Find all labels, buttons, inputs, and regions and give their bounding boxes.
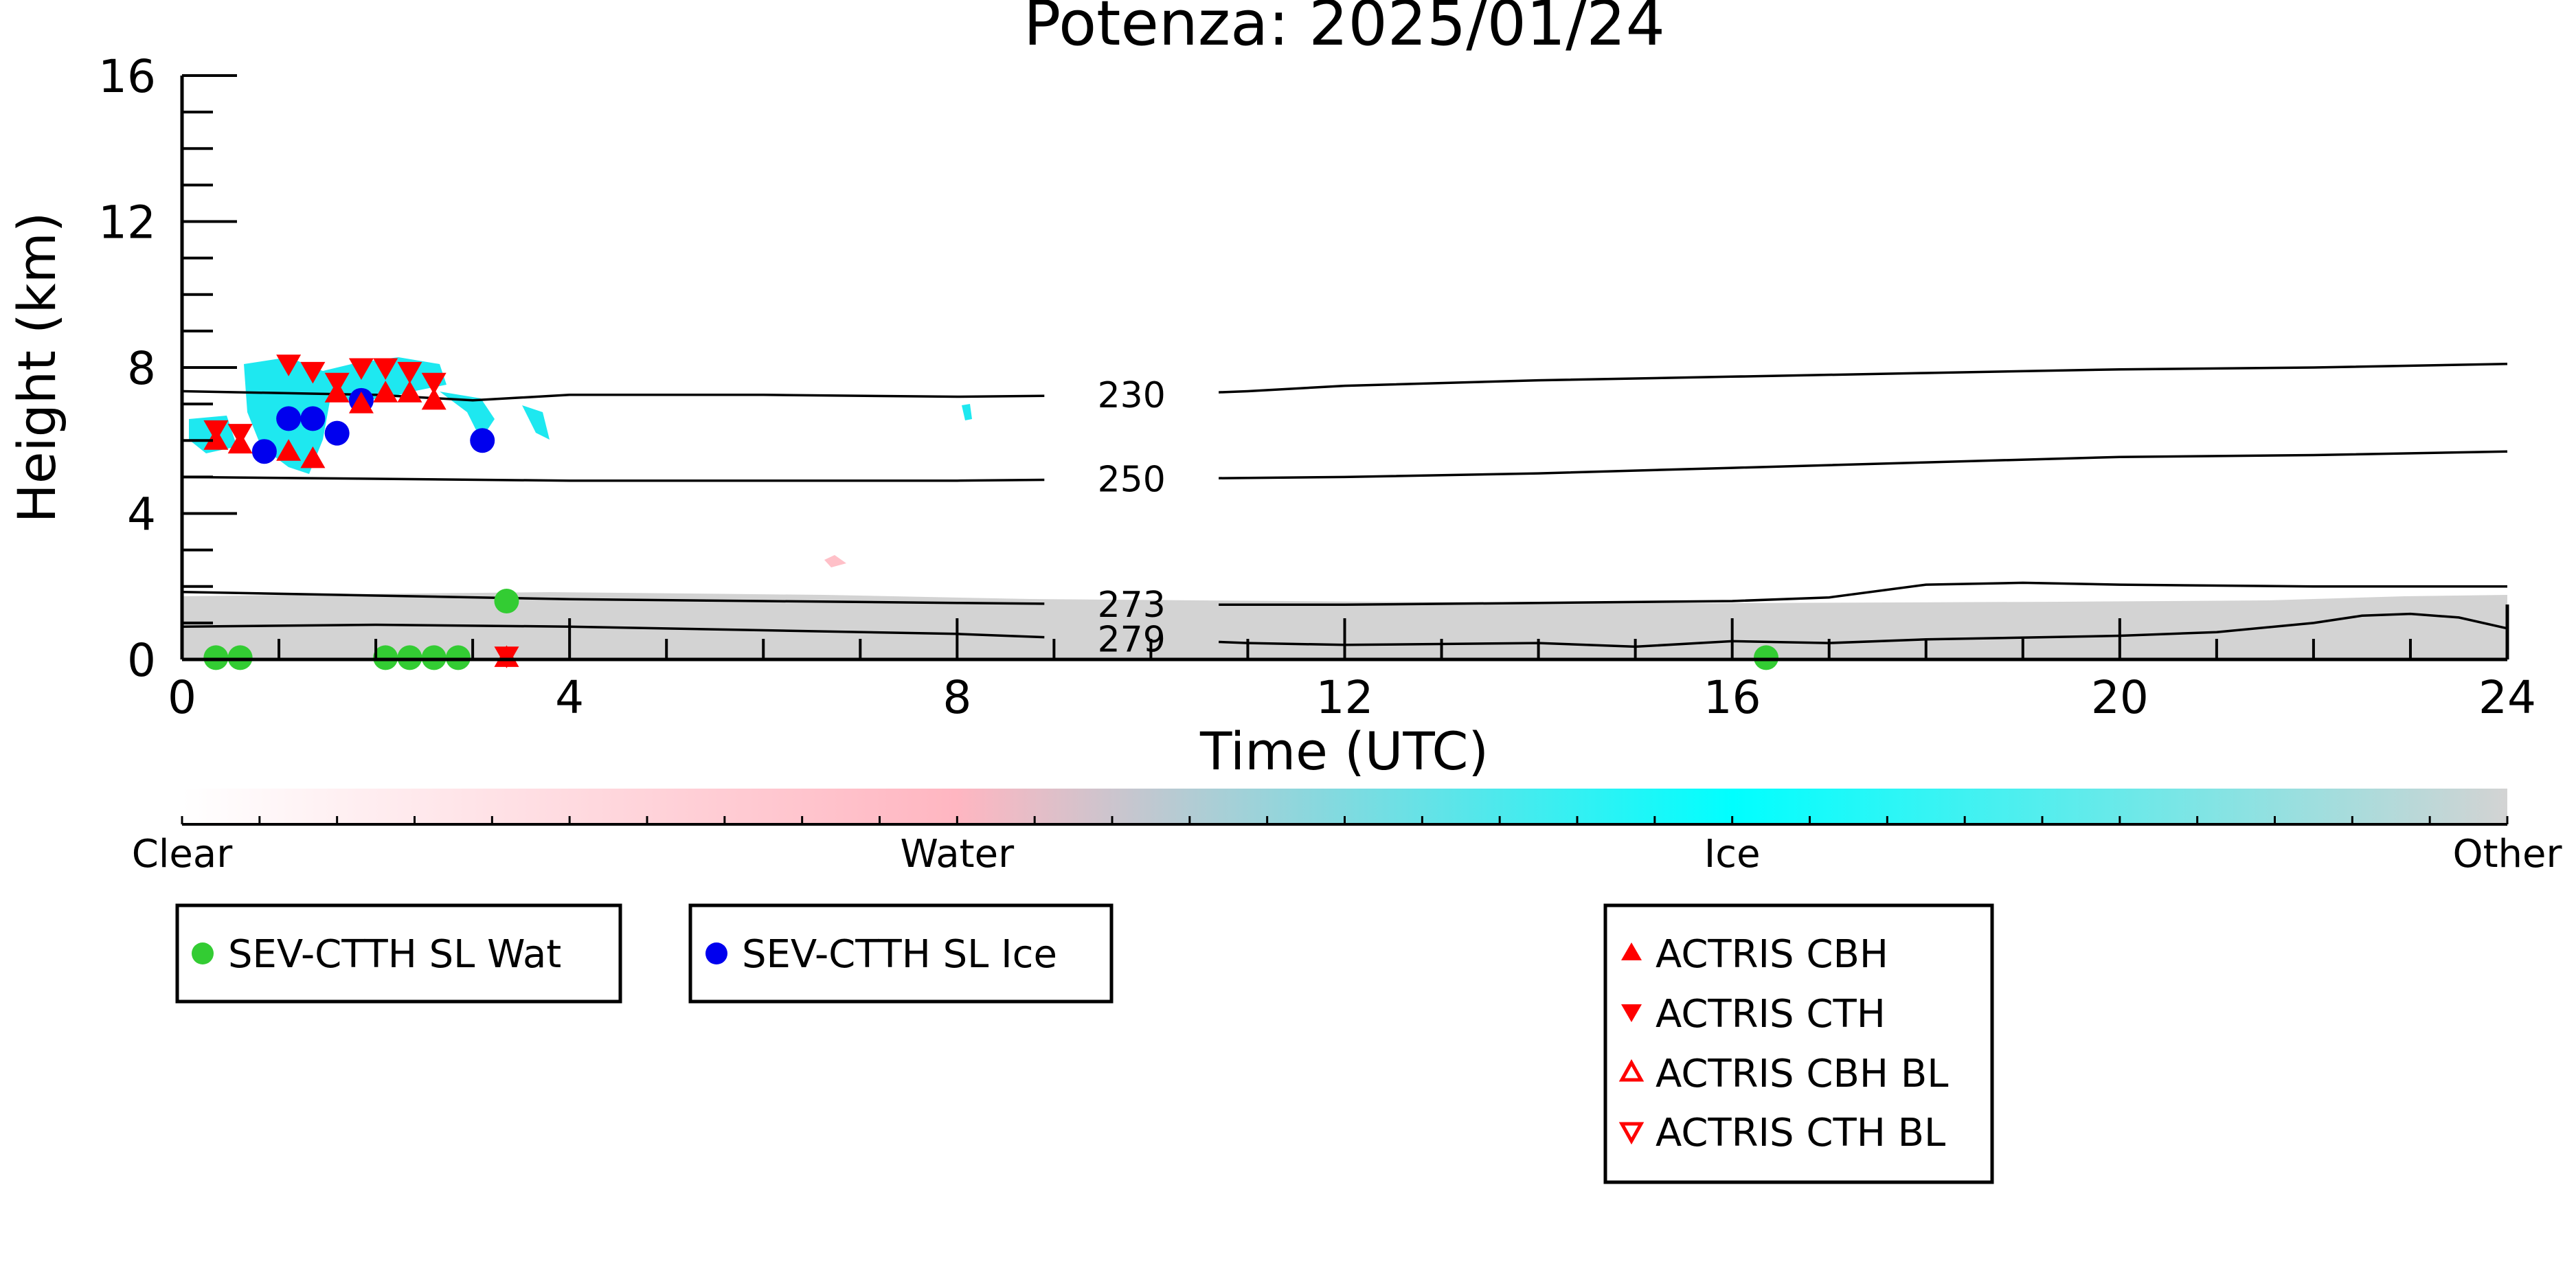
series-3-point: [276, 354, 302, 376]
legend-cbh-label: ACTRIS CBH: [1656, 932, 1888, 977]
isotherm-250-line: [181, 475, 1045, 482]
legend-wat-label: SEV-CTTH SL Wat: [228, 932, 561, 977]
y-axis-label: Height (km): [6, 212, 67, 523]
colorbar-label: Clear: [132, 832, 233, 877]
x-tick-label: 16: [1704, 671, 1761, 724]
y-tick-label: 4: [127, 488, 156, 541]
series-3-point: [203, 420, 229, 442]
isotherm-273-line: [181, 590, 1045, 605]
colorbar-ticks: Clear Water Ice Other: [132, 816, 2562, 877]
series-0-point: [373, 645, 398, 670]
colorbar-label: Ice: [1704, 832, 1761, 877]
x-tick-label: 4: [555, 671, 584, 724]
series-3-point: [324, 372, 350, 395]
series-2-point: [397, 381, 422, 403]
colorbar: Clear Water Ice Other: [132, 789, 2562, 877]
series-1-point: [251, 439, 277, 464]
series-3-point: [373, 358, 398, 380]
series-1-point: [324, 420, 350, 446]
legend-cbh-marker: [1621, 942, 1642, 960]
series-2-point: [373, 381, 398, 403]
isotherm-279-label: 279: [1098, 619, 1166, 660]
legend-cbh-bl-marker: [1618, 1059, 1645, 1082]
series-3-point: [397, 361, 422, 384]
series-0-point: [494, 589, 519, 613]
series-0-point: [1754, 645, 1779, 670]
x-tick-label: 20: [2091, 671, 2149, 724]
colorbar-label: Other: [2452, 832, 2562, 877]
isotherm-273-label: 273: [1098, 585, 1166, 626]
y-ticks: 0 4 8 12 16: [98, 50, 237, 687]
legend-actris-frame: [1603, 903, 1994, 1184]
legend-ice-frame: [688, 903, 1114, 1004]
legend-ice-marker: [705, 942, 727, 964]
isotherm-273-line: [1219, 581, 2507, 607]
legend-cth-bl-label: ACTRIS CTH BL: [1656, 1111, 1945, 1155]
series-3-point: [300, 361, 326, 384]
series-1-point: [300, 406, 326, 431]
legend-actris: ACTRIS CBH ACTRIS CTH ACTRIS CBH BL ACTR…: [1603, 903, 1994, 1184]
legend-cth-marker: [1621, 1004, 1642, 1022]
cloud-mask-field: [182, 357, 2507, 659]
series-1-point: [276, 406, 302, 431]
isotherm-279-line: [181, 623, 1045, 639]
chart-title: Potenza: 2025/01/24: [1024, 0, 1665, 60]
y-tick-label: 0: [127, 634, 156, 687]
legend-cbh-bl-label: ACTRIS CBH BL: [1656, 1052, 1948, 1096]
legend-wat-marker: [192, 942, 214, 964]
series-0-point: [227, 645, 253, 670]
x-tick-label: 8: [942, 671, 971, 724]
x-axis-label: Time (UTC): [1199, 721, 1489, 782]
y-tick-label: 12: [98, 196, 156, 249]
colorbar-label: Water: [901, 832, 1015, 877]
isotherm-230-line: [1219, 362, 2508, 394]
x-tick-label: 24: [2478, 671, 2536, 724]
y-tick-label: 16: [98, 50, 156, 103]
series-2-point: [348, 392, 374, 414]
series-0-point: [445, 645, 471, 670]
series-2-point: [276, 439, 302, 461]
series-0-point: [421, 645, 447, 670]
isotherm-250-label: 250: [1098, 459, 1166, 500]
legend-ice: SEV-CTTH SL Ice: [688, 903, 1114, 1004]
series-2-point: [300, 446, 326, 468]
series-3-point: [348, 358, 374, 380]
x-tick-label: 0: [168, 671, 196, 724]
x-ticks: 0 4 8 12 16 20 24: [168, 618, 2536, 724]
legend-cth-label: ACTRIS CTH: [1656, 992, 1886, 1037]
series-2-point: [421, 387, 447, 410]
water-cloud-patches: [824, 555, 846, 567]
legend-wat-frame: [175, 903, 622, 1004]
series-0-point: [397, 645, 422, 670]
data-markers: [203, 354, 1779, 670]
series-3-point: [421, 372, 447, 395]
x-tick-label: 12: [1316, 671, 1374, 724]
legend-ice-label: SEV-CTTH SL Ice: [742, 932, 1057, 977]
series-3-point: [227, 424, 253, 446]
isotherm-230-label: 230: [1098, 375, 1166, 416]
series-0-point: [203, 645, 229, 670]
legend-cth-bl-marker: [1618, 1122, 1645, 1145]
series-1-point: [470, 428, 495, 453]
isotherm-250-line: [1219, 450, 2508, 479]
plot-axes: [180, 76, 2509, 662]
legend-wat: SEV-CTTH SL Wat: [175, 903, 622, 1004]
extra-point: [494, 646, 519, 668]
y-tick-label: 8: [127, 342, 156, 395]
isotherm-230-line: [181, 389, 1045, 402]
